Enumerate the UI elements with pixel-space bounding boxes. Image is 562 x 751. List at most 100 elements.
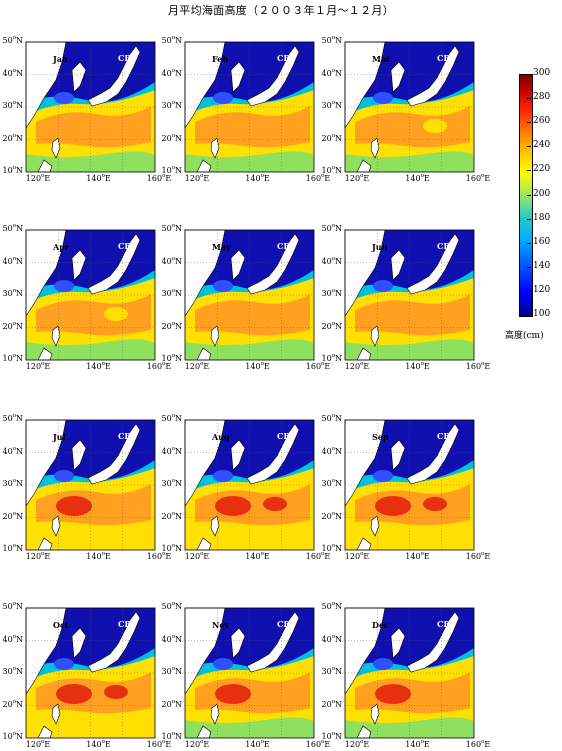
land-korea [230,249,246,281]
sea-peak-eddy [56,496,92,516]
land-asia [25,229,67,317]
land-japan [406,45,460,107]
colorbar-tick-label: 200 [533,188,551,199]
latitude-label: 40oN [321,445,343,456]
latitude-label: 20oN [321,698,343,709]
cri-label: CRI [437,53,454,63]
land-taiwan [51,703,61,725]
longitude-label: 140oE [405,173,430,183]
sea-secondary-eddy [104,307,128,321]
month-label: Aug [212,432,230,442]
map-panel-sep: Sep CRI 10oN 20oN 30oN 40oN 50oN 120oE 140oE 160o… [322,413,491,561]
sea-warm-core [195,672,310,714]
sea-height-map [344,607,475,739]
longitude-label: 160oE [146,739,172,749]
latitude-label: 40oN [161,255,183,266]
sea-secondary-eddy [423,307,447,321]
land-taiwan [370,515,380,537]
colorbar-tick-label: 100 [533,309,551,319]
sea-height-map [184,41,315,173]
map-panel-oct: Oct CRI 10oN 20oN 30oN 40oN 50oN 120oE 140oE 160o… [3,601,172,749]
sea-warm-core [195,484,310,526]
land-japan [246,45,300,107]
latitude-label: 50oN [161,601,183,611]
colorbar-tick-label: 300 [533,68,551,78]
map-panel-dec: Dec CRI 10oN 20oN 30oN 40oN 50oN 120oE 140oE 160o… [322,601,491,749]
latitude-label: 40oN [321,633,343,644]
land-korea [230,627,246,659]
sea-peak-eddy [375,496,411,516]
latitude-label: 50oN [161,413,183,423]
month-label: Mar [372,54,391,64]
longitude-label: 140oE [405,739,430,749]
map-panel-jul: Jul CRI 10oN 20oN 30oN 40oN 50oN 120oE 140oE 160o… [3,413,172,561]
latitude-label: 40oN [321,67,343,78]
sea-cold-eddy [54,92,74,104]
latitude-label: 30oN [321,288,343,298]
latitude-label: 40oN [2,67,24,78]
cri-label: CRI [118,53,135,63]
land-taiwan [370,325,380,347]
sea-secondary-eddy [423,119,447,133]
longitude-label: 140oE [86,551,111,561]
land-taiwan [51,515,61,537]
map-panel-jun: Jun CRI 10oN 20oN 30oN 40oN 50oN 120oE 140oE 160o… [322,223,491,371]
latitude-label: 30oN [2,100,24,110]
figure-title: 月平均海面高度（２００３年１月～１２月） [168,4,394,17]
latitude-label: 10oN [161,353,183,363]
sea-cold-eddy [54,658,74,670]
latitude-label: 20oN [321,132,343,143]
colorbar-tick-label: 160 [533,236,551,247]
latitude-label: 30oN [2,478,24,488]
land-japan [87,233,141,295]
sea-secondary-eddy [423,497,447,511]
longitude-label: 160oE [305,361,331,371]
land-asia [344,419,386,507]
land-taiwan [51,137,61,159]
latitude-label: 20oN [161,698,183,709]
longitude-label: 160oE [146,361,172,371]
longitude-label: 140oE [86,173,111,183]
sea-peak-eddy [56,684,92,704]
sea-warm-core [195,106,310,148]
longitude-label: 140oE [86,361,111,371]
colorbar-tick-mark [527,170,531,172]
longitude-label: 160oE [305,739,331,749]
panel-frame [344,229,475,361]
longitude-label: 160oE [305,173,331,183]
sea-cold-eddy [373,280,393,292]
cri-label: CRI [277,431,294,441]
latitude-label: 20oN [161,510,183,521]
sea-secondary-eddy [263,497,287,511]
sea-height-map [344,419,475,551]
colorbar-unit-label: 高度(cm) [505,331,544,341]
colorbar [519,74,533,317]
longitude-label: 160oE [465,361,491,371]
land-asia [184,607,226,695]
sea-height-map [184,419,315,551]
map-panel-feb: Feb CRI 10oN 20oN 30oN 40oN 50oN 120oE 140oE 160o… [162,35,331,183]
land-asia [25,41,67,129]
longitude-label: 120oE [344,551,370,561]
longitude-label: 120oE [25,173,51,183]
sea-warm-core [355,484,470,526]
sea-secondary-eddy [263,119,287,133]
cri-label: CRI [118,431,135,441]
sea-height-map [184,607,315,739]
latitude-label: 40oN [161,633,183,644]
sea-secondary-eddy [104,119,128,133]
longitude-label: 160oE [465,173,491,183]
colorbar-tick-mark [527,98,531,100]
latitude-label: 20oN [2,132,24,143]
sea-warm-core [36,106,151,148]
latitude-label: 10oN [321,353,343,363]
land-japan [246,611,300,673]
latitude-label: 30oN [2,666,24,676]
panel-frame [184,607,315,739]
land-taiwan [370,137,380,159]
land-asia [184,419,226,507]
latitude-label: 50oN [321,413,343,423]
cri-label: CRI [118,241,135,251]
land-asia [344,607,386,695]
sea-height-map [25,229,156,361]
